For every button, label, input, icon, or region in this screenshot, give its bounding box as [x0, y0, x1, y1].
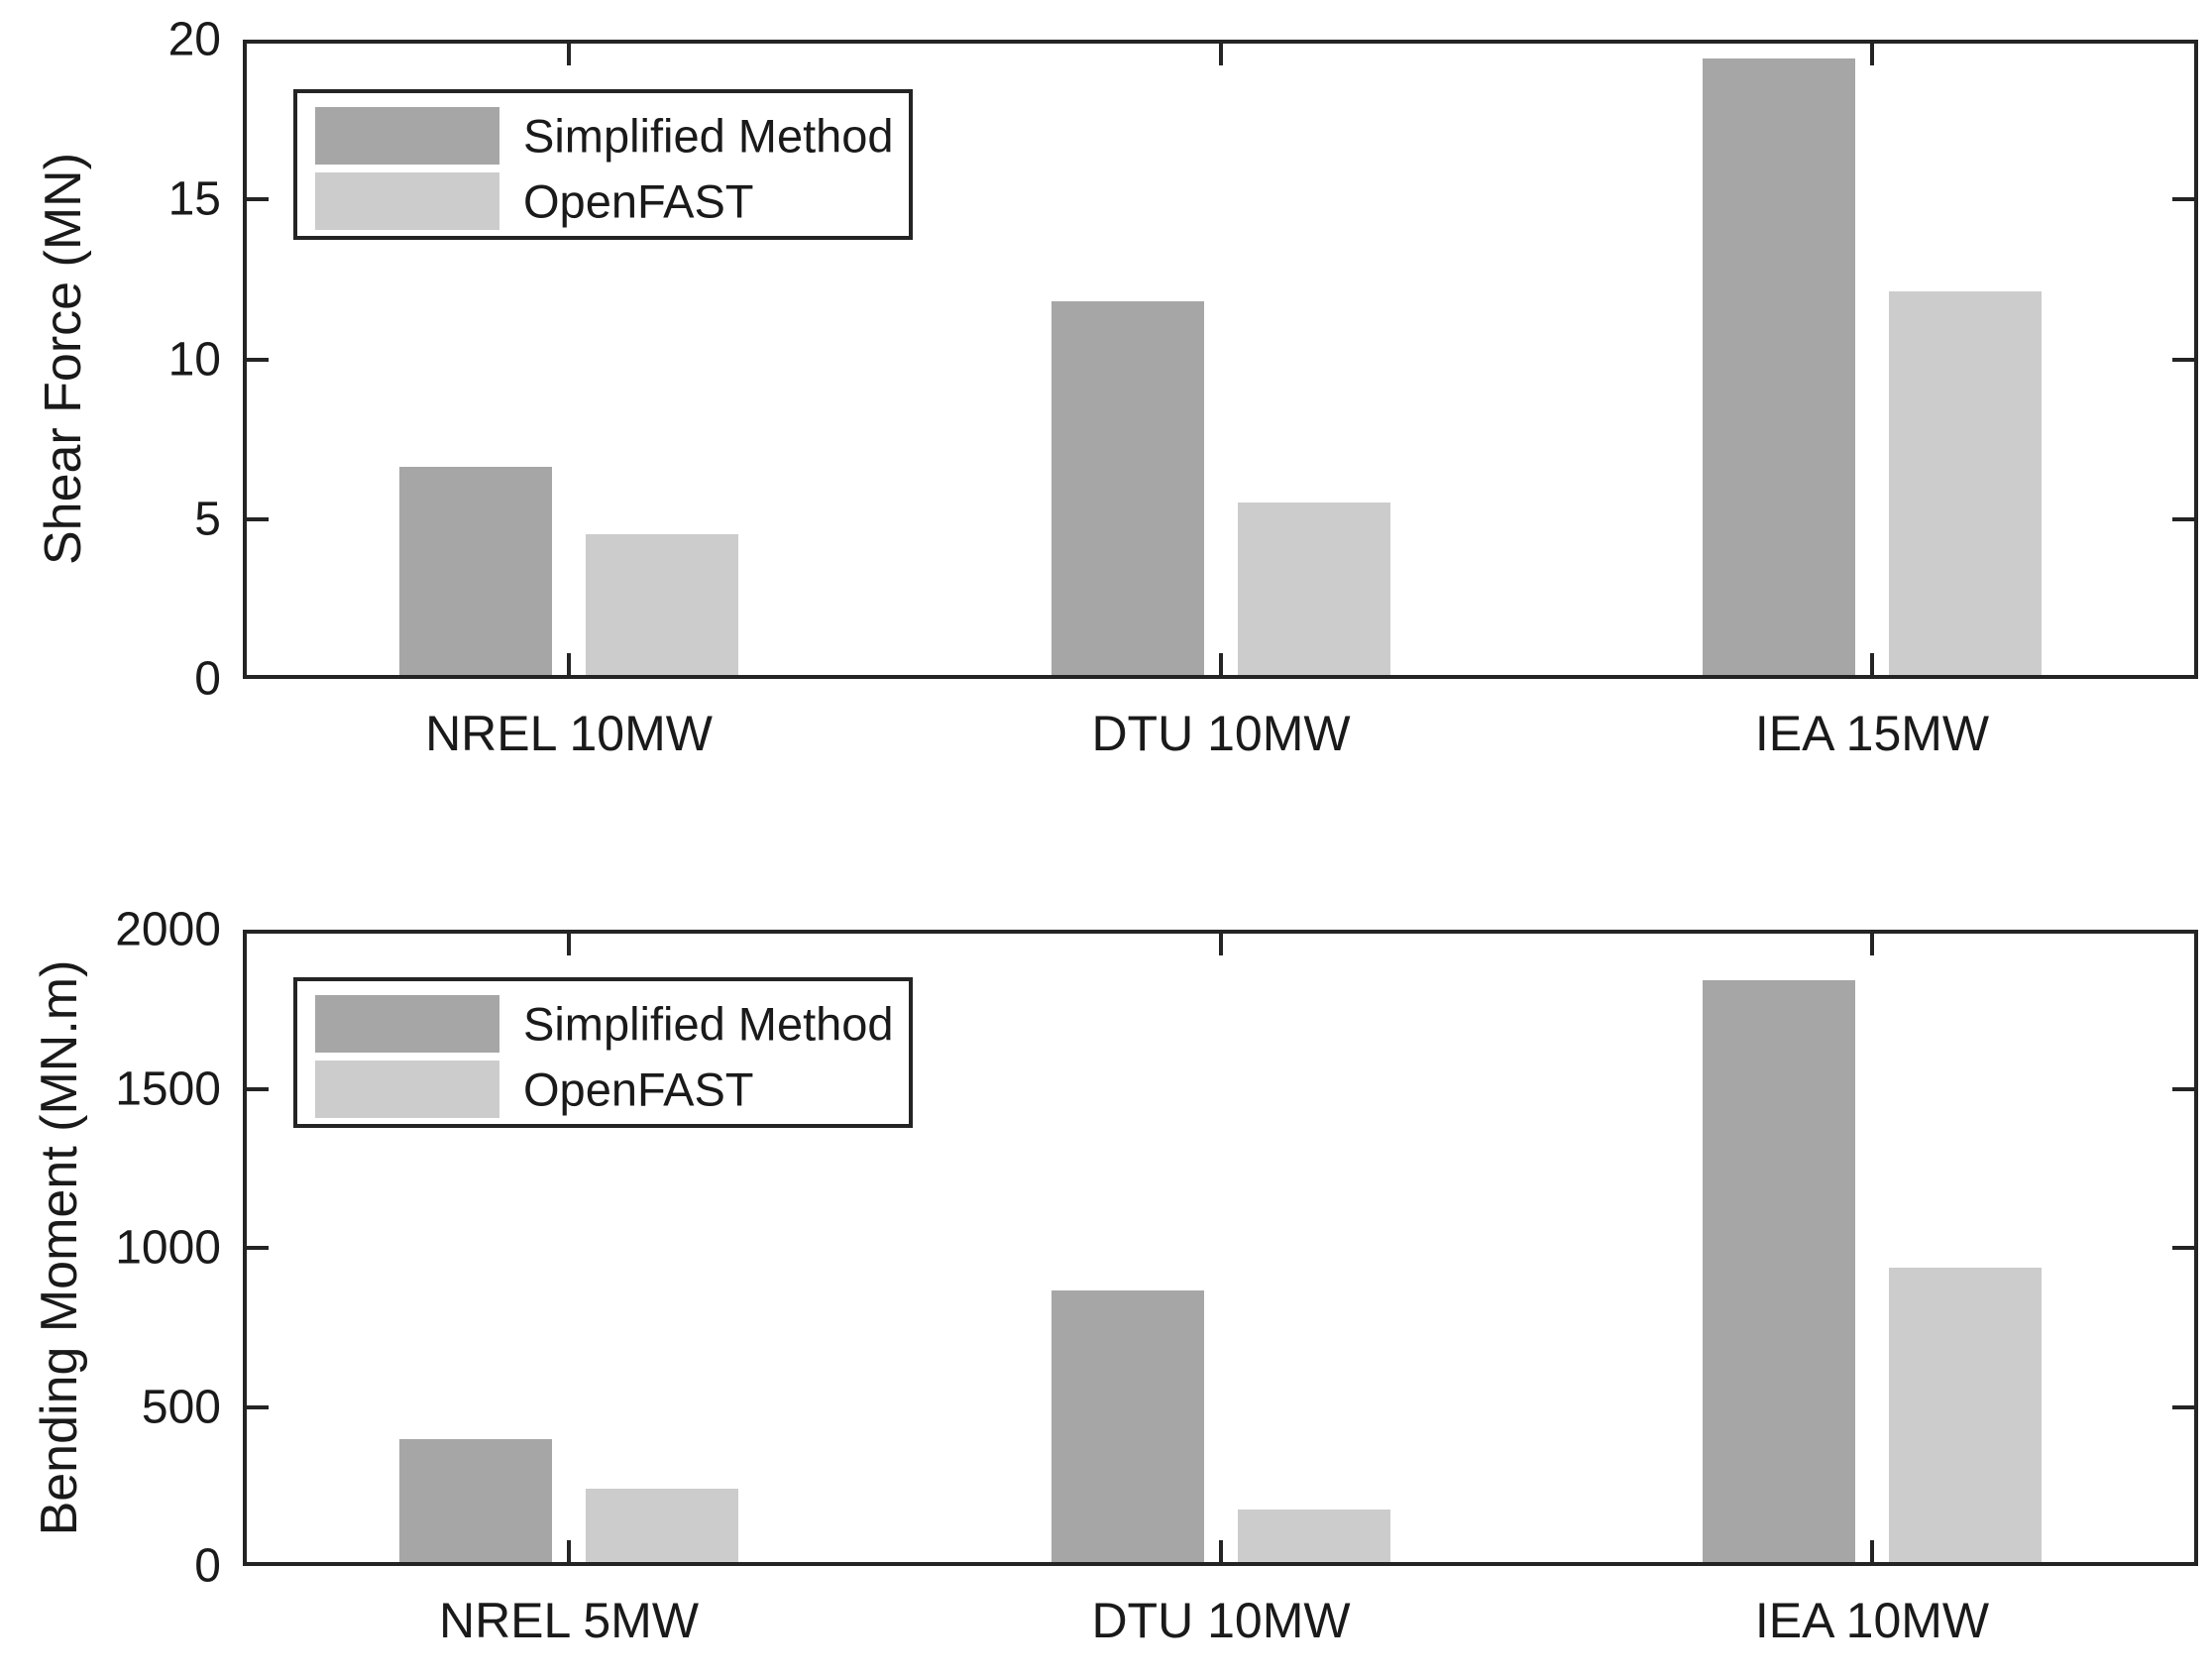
y-tick-left-1500 — [247, 1087, 269, 1091]
legend-row-openfast: OpenFAST — [297, 1061, 909, 1118]
x-tick-bottom-nrel-10mw — [567, 653, 571, 675]
legend-row-simplified-method: Simplified Method — [297, 995, 909, 1053]
simplified-method-swatch-icon — [315, 107, 499, 165]
y-tick-right-1500 — [2172, 1087, 2194, 1091]
legend-label-simplified-method: Simplified Method — [523, 997, 894, 1051]
y-tick-label-0: 0 — [194, 652, 221, 706]
simplified-method-swatch-icon — [315, 995, 499, 1053]
x-tick-top-iea-15mw — [1870, 44, 1874, 65]
bar-simplified-method-iea-10mw — [1703, 980, 1855, 1562]
bar-openfast-dtu-10mw — [1238, 1510, 1390, 1562]
y-tick-left-15 — [247, 197, 269, 201]
x-tick-top-dtu-10mw — [1219, 44, 1223, 65]
y-tick-left-1000 — [247, 1246, 269, 1250]
y-tick-label-1500: 1500 — [115, 1063, 221, 1116]
x-tick-top-dtu-10mw — [1219, 934, 1223, 955]
legend-label-openfast: OpenFAST — [523, 1063, 754, 1116]
y-tick-label-2000: 2000 — [115, 903, 221, 956]
x-tick-label-nrel-10mw: NREL 10MW — [425, 706, 713, 761]
x-tick-bottom-nrel-5mw — [567, 1540, 571, 1562]
x-tick-bottom-dtu-10mw — [1219, 653, 1223, 675]
x-tick-top-nrel-10mw — [567, 44, 571, 65]
y-tick-right-500 — [2172, 1405, 2194, 1409]
y-tick-label-500: 500 — [141, 1381, 221, 1434]
y-tick-left-500 — [247, 1405, 269, 1409]
bar-simplified-method-nrel-5mw — [399, 1439, 552, 1562]
y-tick-right-1000 — [2172, 1246, 2194, 1250]
y-tick-label-20: 20 — [167, 13, 221, 66]
legend-label-openfast: OpenFAST — [523, 174, 754, 228]
shear-force-legend: Simplified Method OpenFAST — [293, 89, 913, 240]
bending-moment-legend: Simplified Method OpenFAST — [293, 977, 913, 1128]
y-tick-left-10 — [247, 358, 269, 362]
x-tick-label-dtu-10mw: DTU 10MW — [1091, 706, 1351, 761]
bar-openfast-nrel-5mw — [586, 1489, 738, 1562]
y-tick-right-10 — [2172, 358, 2194, 362]
legend-label-simplified-method: Simplified Method — [523, 109, 894, 163]
y-tick-right-15 — [2172, 197, 2194, 201]
x-tick-bottom-iea-10mw — [1870, 1540, 1874, 1562]
y-tick-label-1000: 1000 — [115, 1221, 221, 1275]
x-tick-top-iea-10mw — [1870, 934, 1874, 955]
bar-openfast-dtu-10mw — [1238, 503, 1390, 675]
x-tick-bottom-iea-15mw — [1870, 653, 1874, 675]
bar-openfast-iea-15mw — [1889, 291, 2042, 675]
x-tick-top-nrel-5mw — [567, 934, 571, 955]
openfast-swatch-icon — [315, 1061, 499, 1118]
x-tick-bottom-dtu-10mw — [1219, 1540, 1223, 1562]
legend-row-openfast: OpenFAST — [297, 172, 909, 230]
x-tick-label-iea-10mw: IEA 10MW — [1754, 1593, 1990, 1648]
x-tick-label-iea-15mw: IEA 15MW — [1754, 706, 1990, 761]
y-tick-right-5 — [2172, 517, 2194, 521]
bar-openfast-iea-10mw — [1889, 1268, 2042, 1562]
bar-openfast-nrel-10mw — [586, 534, 738, 675]
bar-simplified-method-nrel-10mw — [399, 467, 552, 675]
shear-force-bar-layer — [247, 44, 2194, 675]
y-tick-label-5: 5 — [194, 493, 221, 546]
x-tick-label-nrel-5mw: NREL 5MW — [438, 1593, 700, 1648]
y-tick-label-0: 0 — [194, 1539, 221, 1593]
openfast-swatch-icon — [315, 172, 499, 230]
bar-simplified-method-dtu-10mw — [1051, 1290, 1204, 1562]
y-tick-label-15: 15 — [167, 172, 221, 226]
y-tick-left-5 — [247, 517, 269, 521]
bar-simplified-method-iea-15mw — [1703, 58, 1855, 675]
legend-row-simplified-method: Simplified Method — [297, 107, 909, 165]
bending-moment-bar-layer — [247, 934, 2194, 1562]
y-tick-label-10: 10 — [167, 333, 221, 387]
bar-simplified-method-dtu-10mw — [1051, 301, 1204, 675]
x-tick-label-dtu-10mw: DTU 10MW — [1091, 1593, 1351, 1648]
